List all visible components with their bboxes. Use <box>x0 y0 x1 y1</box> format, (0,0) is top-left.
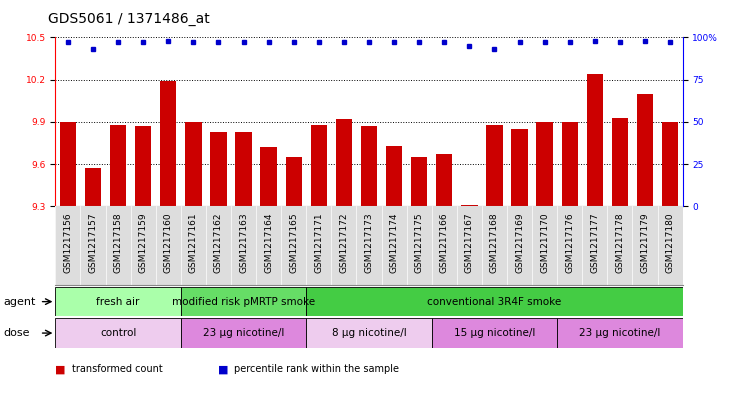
Bar <box>557 318 683 348</box>
Text: GDS5061 / 1371486_at: GDS5061 / 1371486_at <box>48 12 210 26</box>
Text: 23 μg nicotine/l: 23 μg nicotine/l <box>579 328 661 338</box>
Text: GSM1217161: GSM1217161 <box>189 213 198 273</box>
Bar <box>55 287 181 316</box>
Text: GSM1217171: GSM1217171 <box>314 213 323 273</box>
Text: 8 μg nicotine/l: 8 μg nicotine/l <box>331 328 407 338</box>
Text: GSM1217174: GSM1217174 <box>390 213 399 273</box>
Text: 15 μg nicotine/l: 15 μg nicotine/l <box>454 328 535 338</box>
Text: GSM1217164: GSM1217164 <box>264 213 273 273</box>
Text: agent: agent <box>4 297 36 307</box>
Bar <box>662 122 678 206</box>
Text: GSM1217157: GSM1217157 <box>89 213 97 273</box>
Bar <box>637 94 653 206</box>
Text: GSM1217163: GSM1217163 <box>239 213 248 273</box>
Text: GSM1217159: GSM1217159 <box>139 213 148 273</box>
Bar <box>210 132 227 206</box>
Text: GSM1217156: GSM1217156 <box>63 213 72 273</box>
Text: GSM1217173: GSM1217173 <box>365 213 373 273</box>
Text: transformed count: transformed count <box>72 364 162 375</box>
Text: GSM1217158: GSM1217158 <box>114 213 123 273</box>
Bar <box>336 119 352 206</box>
Text: GSM1217177: GSM1217177 <box>590 213 599 273</box>
Text: percentile rank within the sample: percentile rank within the sample <box>234 364 399 375</box>
Bar <box>311 125 327 206</box>
Bar <box>160 81 176 206</box>
Bar <box>537 122 553 206</box>
Text: GSM1217166: GSM1217166 <box>440 213 449 273</box>
Text: fresh air: fresh air <box>97 297 139 307</box>
Text: GSM1217172: GSM1217172 <box>339 213 348 273</box>
Bar <box>286 157 302 206</box>
Bar <box>436 154 452 206</box>
Bar <box>181 287 306 316</box>
Bar <box>587 74 603 206</box>
Text: 23 μg nicotine/l: 23 μg nicotine/l <box>203 328 284 338</box>
Text: GSM1217179: GSM1217179 <box>641 213 649 273</box>
Bar <box>135 126 151 206</box>
Bar <box>461 205 477 206</box>
Text: GSM1217170: GSM1217170 <box>540 213 549 273</box>
Text: GSM1217162: GSM1217162 <box>214 213 223 273</box>
Bar <box>55 318 181 348</box>
Text: GSM1217168: GSM1217168 <box>490 213 499 273</box>
Text: GSM1217165: GSM1217165 <box>289 213 298 273</box>
Text: GSM1217180: GSM1217180 <box>666 213 675 273</box>
Bar <box>386 146 402 206</box>
Bar <box>185 122 201 206</box>
Text: control: control <box>100 328 137 338</box>
Bar <box>60 122 76 206</box>
Bar <box>612 118 628 206</box>
Text: GSM1217176: GSM1217176 <box>565 213 574 273</box>
Text: GSM1217178: GSM1217178 <box>615 213 624 273</box>
Bar <box>411 157 427 206</box>
Text: GSM1217169: GSM1217169 <box>515 213 524 273</box>
Text: ■: ■ <box>55 364 66 375</box>
Text: GSM1217160: GSM1217160 <box>164 213 173 273</box>
Bar <box>306 318 432 348</box>
Bar <box>432 318 557 348</box>
Bar <box>486 125 503 206</box>
Text: conventional 3R4F smoke: conventional 3R4F smoke <box>427 297 562 307</box>
Text: GSM1217167: GSM1217167 <box>465 213 474 273</box>
Bar <box>85 168 101 206</box>
Bar <box>306 287 683 316</box>
Bar <box>110 125 126 206</box>
Text: ■: ■ <box>218 364 228 375</box>
Bar <box>361 126 377 206</box>
Bar <box>181 318 306 348</box>
Text: modified risk pMRTP smoke: modified risk pMRTP smoke <box>172 297 315 307</box>
Text: GSM1217175: GSM1217175 <box>415 213 424 273</box>
Text: dose: dose <box>4 328 30 338</box>
Bar <box>261 147 277 206</box>
Bar <box>511 129 528 206</box>
Bar <box>235 132 252 206</box>
Bar <box>562 122 578 206</box>
